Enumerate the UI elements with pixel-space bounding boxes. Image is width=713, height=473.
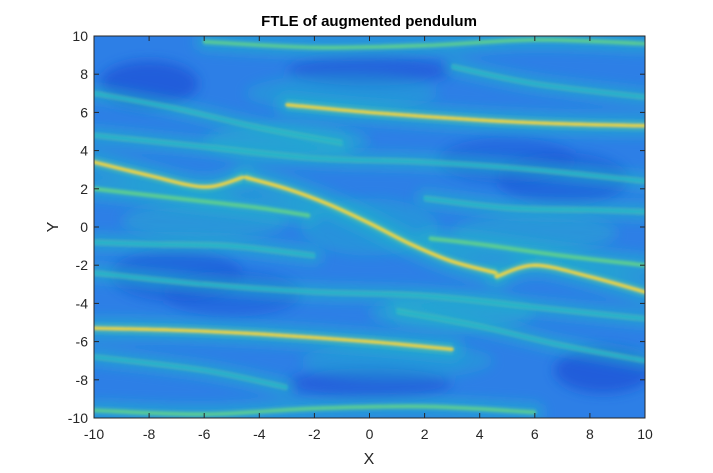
x-tick-label: -10	[84, 426, 104, 442]
y-tick-label: 10	[72, 28, 88, 44]
ridge-central-manifold	[245, 174, 497, 271]
ridge-layer	[94, 37, 645, 417]
ridge-lower-streak	[94, 270, 645, 317]
ridge-right-lobe-lower	[494, 263, 645, 294]
ridge-lower-band	[94, 325, 453, 348]
y-tick-label: -10	[68, 410, 88, 426]
ridge-upper-streak	[94, 134, 645, 183]
y-tick-label: 2	[80, 181, 88, 197]
ridge-upper-left-sweep	[94, 95, 343, 146]
ridge-left-lower-streak	[94, 239, 315, 254]
y-tick-label: 0	[80, 219, 88, 235]
ridge-left-lower-streak	[94, 244, 315, 259]
ridge-left-lobe-upper	[94, 163, 244, 190]
ridge-top-right-band	[450, 65, 645, 99]
ridge-bottom-edge	[94, 403, 536, 413]
ridge-lower-band	[94, 326, 454, 351]
y-tick-label: -8	[76, 372, 89, 388]
x-tick-label: 6	[531, 426, 539, 442]
ridge-lower-right-sweep	[395, 309, 645, 362]
x-tick-label: -6	[198, 426, 211, 442]
x-tick-label: -2	[308, 426, 321, 442]
ridge-right-lobe-lower	[495, 267, 645, 295]
ridge-upper-streak	[94, 132, 645, 180]
ridge-lower-band	[94, 323, 453, 346]
x-tick-label: 0	[366, 426, 374, 442]
ridge-right-upper-streak	[424, 200, 645, 215]
ridge-right-lobe-upper	[428, 236, 645, 267]
ridge-lower-right-sweep	[396, 312, 645, 364]
ridge-left-lobe-upper	[94, 160, 245, 189]
ridge-upper-left-sweep	[94, 92, 344, 145]
x-axis-label: X	[364, 451, 375, 468]
x-tick-label: 2	[421, 426, 429, 442]
y-tick-label: -6	[76, 334, 89, 350]
x-tick-label: -4	[253, 426, 266, 442]
chart-title: FTLE of augmented pendulum	[261, 13, 477, 30]
ridge-lower-band	[94, 332, 453, 355]
ridge-right-lobe-upper	[429, 240, 645, 268]
ridge-right-upper-streak	[423, 197, 645, 214]
ridge-top-edge	[203, 37, 645, 46]
ridge-bottom-edge	[94, 404, 537, 416]
ridge-upper-streak	[94, 137, 645, 184]
y-tick-label: -2	[76, 257, 89, 273]
ridge-upper-band	[286, 102, 645, 124]
y-tick-label: 4	[80, 143, 88, 159]
x-tick-label: 10	[637, 426, 653, 442]
ridge-right-lobe-lower	[495, 269, 645, 297]
ridge-upper-left-sweep	[94, 90, 343, 142]
ridge-upper-band	[286, 106, 645, 129]
ridge-bottom-left-band	[94, 355, 289, 389]
ridge-left-lower-streak	[94, 240, 316, 257]
x-tick-label: 8	[586, 426, 594, 442]
y-tick-label: 8	[80, 66, 88, 82]
ridge-lower-streak	[94, 271, 645, 320]
y-tick-label: -4	[76, 295, 89, 311]
ridge-lower-streak	[94, 274, 645, 322]
ridge-central-manifold	[243, 175, 499, 275]
ridge-central-manifold	[245, 179, 497, 276]
ridge-right-upper-streak	[424, 195, 645, 210]
y-axis-ticks: -10 -8 -6 -4 -2 0 2 4 6 8 10	[68, 28, 645, 426]
ridge-right-lobe-lower	[495, 262, 645, 291]
ridge-right-lobe-upper	[429, 235, 645, 264]
ridge-left-lobe-lower	[94, 187, 311, 218]
ridge-bottom-left-band	[94, 358, 288, 391]
ridge-left-lobe-lower	[94, 190, 310, 219]
y-axis-label: Y	[45, 221, 62, 232]
ridge-right-lobe-lower	[495, 260, 645, 288]
ridge-top-edge	[203, 41, 645, 51]
ridge-upper-band	[286, 99, 645, 122]
ridge-upper-band	[286, 108, 645, 131]
x-tick-label: -8	[143, 426, 156, 442]
ridge-left-lobe-upper	[94, 159, 244, 186]
ridge-top-right-band	[451, 68, 645, 100]
x-tick-label: 4	[476, 426, 484, 442]
x-axis-ticks: -10 -8 -6 -4 -2 0 2 4 6 8 10	[84, 36, 653, 442]
ridge-lower-band	[94, 330, 453, 352]
ridge-lower-right-sweep	[396, 308, 645, 359]
ridge-bottom-left-band	[94, 354, 288, 386]
ridge-left-lobe-upper	[94, 157, 244, 183]
ridge-central-manifold	[245, 181, 497, 278]
ridge-upper-band	[285, 103, 645, 128]
y-tick-label: 6	[80, 104, 88, 120]
plot-area	[94, 36, 645, 418]
ridge-bottom-edge	[94, 408, 536, 417]
ridge-left-lobe-lower	[94, 186, 310, 214]
ridge-top-right-band	[451, 63, 645, 96]
ridge-central-manifold	[245, 172, 497, 269]
ridge-left-lobe-upper	[94, 166, 244, 192]
ridge-top-edge	[202, 38, 645, 50]
